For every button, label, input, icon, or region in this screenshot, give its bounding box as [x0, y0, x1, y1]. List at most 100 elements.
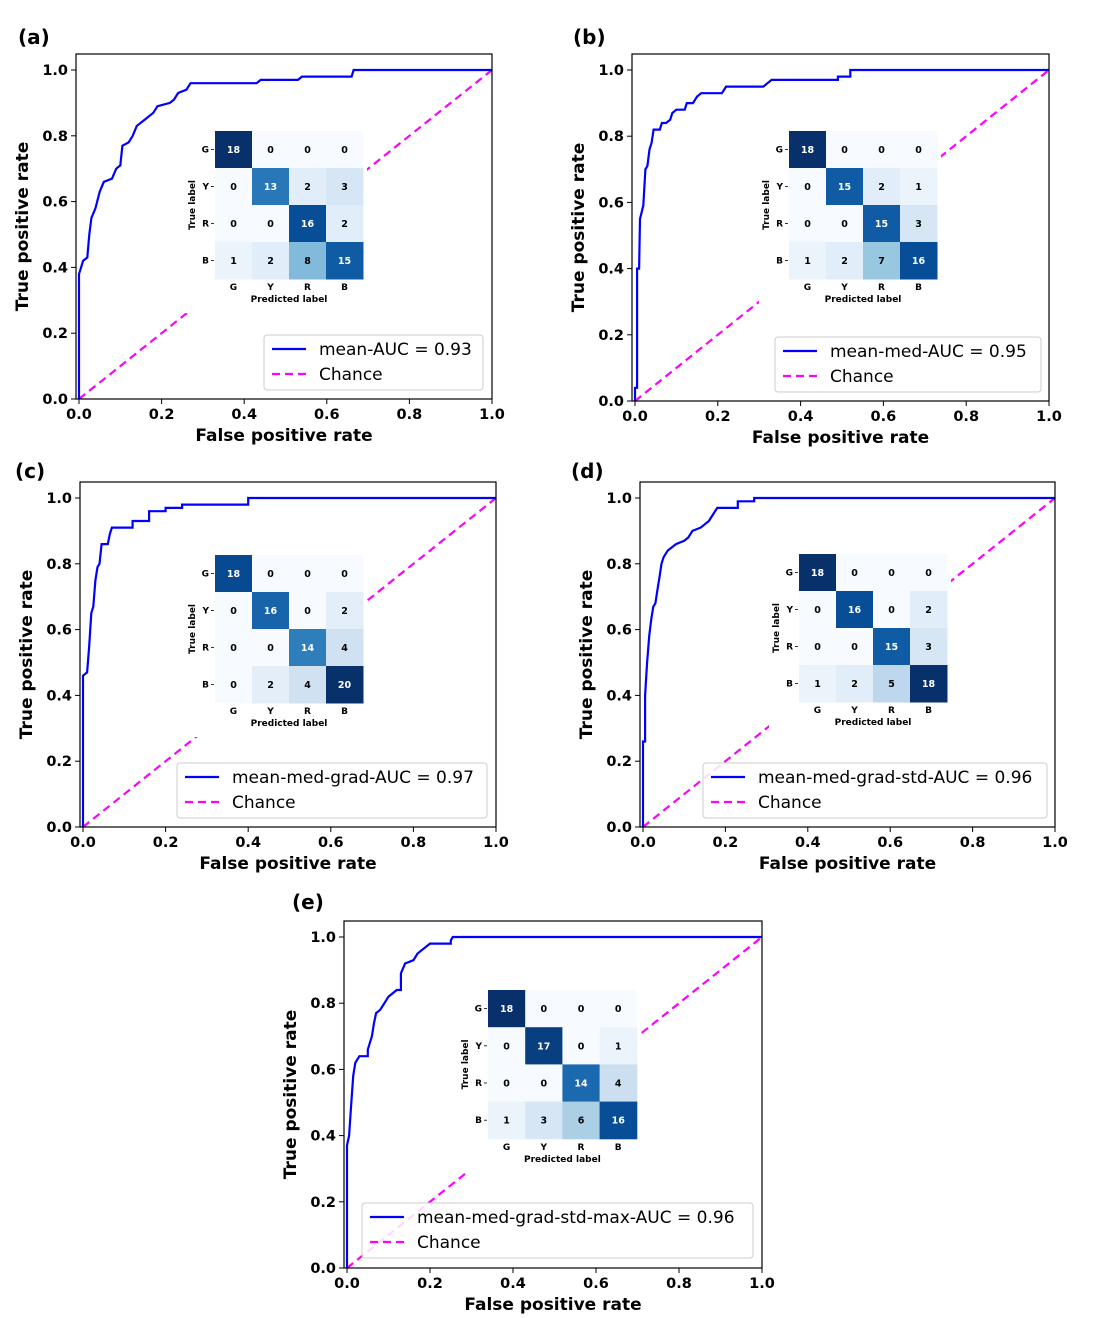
- inset-row-label: B: [475, 1116, 482, 1126]
- confusion-cell: [599, 1101, 638, 1140]
- confusion-cell-value: 3: [925, 642, 932, 653]
- inset-col-label: G: [230, 283, 237, 293]
- confusion-cell-value: 0: [814, 605, 821, 616]
- confusion-cell-value: 14: [301, 643, 315, 654]
- roc-panel-c: (c)18 0 0 00 16 0 20 0 14 40 2 4 20GGYYRRBBPredicted…: [15, 459, 509, 874]
- y-tick-label: 0.6: [42, 195, 68, 211]
- confusion-cell: [789, 205, 827, 243]
- confusion-cell-value: 8: [304, 256, 311, 267]
- confusion-cell: [900, 131, 938, 169]
- y-axis-label: True positive rate: [17, 570, 37, 739]
- roc-curve: [77, 68, 492, 399]
- confusion-cell: [836, 665, 874, 703]
- confusion-cell: [252, 666, 290, 704]
- confusion-cell: [910, 665, 948, 703]
- legend-box: [176, 762, 488, 819]
- legend-label: mean-med-AUC = 0.95: [830, 342, 1027, 362]
- confusion-cell-value: 0: [841, 145, 848, 156]
- y-axis-label: True positive rate: [13, 142, 33, 311]
- confusion-cell-value: 0: [915, 145, 922, 156]
- legend: mean-med-grad-std-max-AUC = 0.96 Chance: [361, 1202, 754, 1259]
- inset-col-label: B: [341, 283, 348, 293]
- confusion-cell: [863, 205, 901, 243]
- confusion-cell: [799, 591, 837, 629]
- legend-label: Chance: [758, 793, 822, 813]
- confusion-cell-value: 0: [267, 219, 274, 230]
- confusion-cell-value: 1: [804, 256, 811, 267]
- confusion-cell: [252, 592, 290, 630]
- confusion-cell: [289, 131, 327, 169]
- x-tick-label: 0.2: [149, 407, 175, 423]
- legend-box: [361, 1202, 754, 1259]
- confusion-cell-value: 2: [341, 606, 348, 617]
- inset-row-label: R: [776, 220, 783, 230]
- confusion-cell-value: 16: [264, 606, 278, 617]
- inset-col-label: B: [915, 283, 922, 293]
- confusion-cell-value: 0: [304, 145, 311, 156]
- confusion-cell: [252, 131, 290, 169]
- axes-frame: [79, 481, 497, 828]
- confusion-cell: [326, 242, 364, 280]
- confusion-cell: [215, 629, 253, 667]
- confusion-cell: [215, 592, 253, 630]
- confusion-cell-value: 0: [341, 145, 348, 156]
- x-tick-label: 1.0: [479, 407, 505, 423]
- confusion-cell-value: 0: [267, 569, 274, 580]
- confusion-cell-value: 16: [301, 219, 315, 230]
- confusion-cell: [910, 554, 948, 592]
- confusion-cell: [836, 554, 874, 592]
- confusion-cell-value: 1: [503, 1116, 510, 1127]
- axes-frame: [75, 53, 493, 400]
- x-tick-label: 0.0: [334, 1276, 360, 1292]
- confusion-cell: [488, 1064, 526, 1103]
- x-tick-label: 0.4: [235, 835, 261, 851]
- inset-row-label: Y: [201, 607, 209, 617]
- x-tick-label: 0.8: [397, 407, 423, 423]
- x-tick-label: 0.4: [788, 409, 814, 425]
- axes-frame: [631, 53, 1050, 402]
- y-axis-label: True positive rate: [281, 1010, 301, 1179]
- confusion-cell-value: 15: [885, 642, 898, 653]
- panel-label: (e): [292, 890, 324, 914]
- roc-panel-d: (d) 18 0 0 0 0 16 0 2 0 0 15 3 1 2 5 18 G G Y Y R R B B Predicted…: [571, 459, 1068, 874]
- confusion-cell-value: 0: [540, 1004, 547, 1015]
- confusion-cell-value: 18: [227, 145, 241, 156]
- confusion-cell: [215, 168, 253, 206]
- inset-ylabel: True label: [461, 1039, 471, 1089]
- inset-col-label: Y: [850, 706, 858, 716]
- confusion-cell: [826, 242, 864, 280]
- confusion-cell-value: 0: [925, 568, 932, 579]
- inset-row-label: Y: [775, 183, 783, 193]
- inset-col-label: Y: [840, 283, 848, 293]
- confusion-cell: [488, 990, 526, 1028]
- inset-row-label: R: [202, 644, 209, 654]
- confusion-cell-value: 4: [341, 643, 348, 654]
- y-tick-label: 1.0: [310, 930, 336, 946]
- y-tick-label: 0.6: [46, 623, 72, 639]
- confusion-cell: [525, 1101, 563, 1140]
- inset-row-label: R: [202, 220, 209, 230]
- inset-col-label: G: [503, 1143, 510, 1153]
- confusion-cell: [799, 665, 837, 703]
- roc-curve: [81, 496, 496, 827]
- confusion-cell-value: 20: [338, 680, 352, 691]
- y-tick-label: 0.2: [598, 328, 624, 344]
- x-tick-label: 0.4: [795, 835, 821, 851]
- axes-frame: [639, 481, 1056, 828]
- y-tick-label: 0.8: [606, 557, 632, 573]
- inset-col-label: G: [814, 706, 821, 716]
- confusion-cell: [252, 168, 290, 206]
- inset-row-label: B: [786, 680, 793, 690]
- confusion-cell: [326, 555, 364, 593]
- inset-row-label: B: [776, 257, 783, 267]
- inset-row-label: G: [776, 146, 783, 156]
- confusion-cell: [488, 1101, 526, 1140]
- legend-label: mean-med-grad-AUC = 0.97: [232, 768, 474, 788]
- confusion-cell-value: 1: [814, 679, 821, 690]
- y-tick-label: 0.6: [606, 623, 632, 639]
- confusion-cell: [599, 1027, 638, 1065]
- inset-row-label: Y: [785, 606, 793, 616]
- confusion-cell-value: 0: [304, 569, 311, 580]
- x-tick-label: 0.6: [314, 407, 340, 423]
- confusion-cell-value: 2: [304, 182, 311, 193]
